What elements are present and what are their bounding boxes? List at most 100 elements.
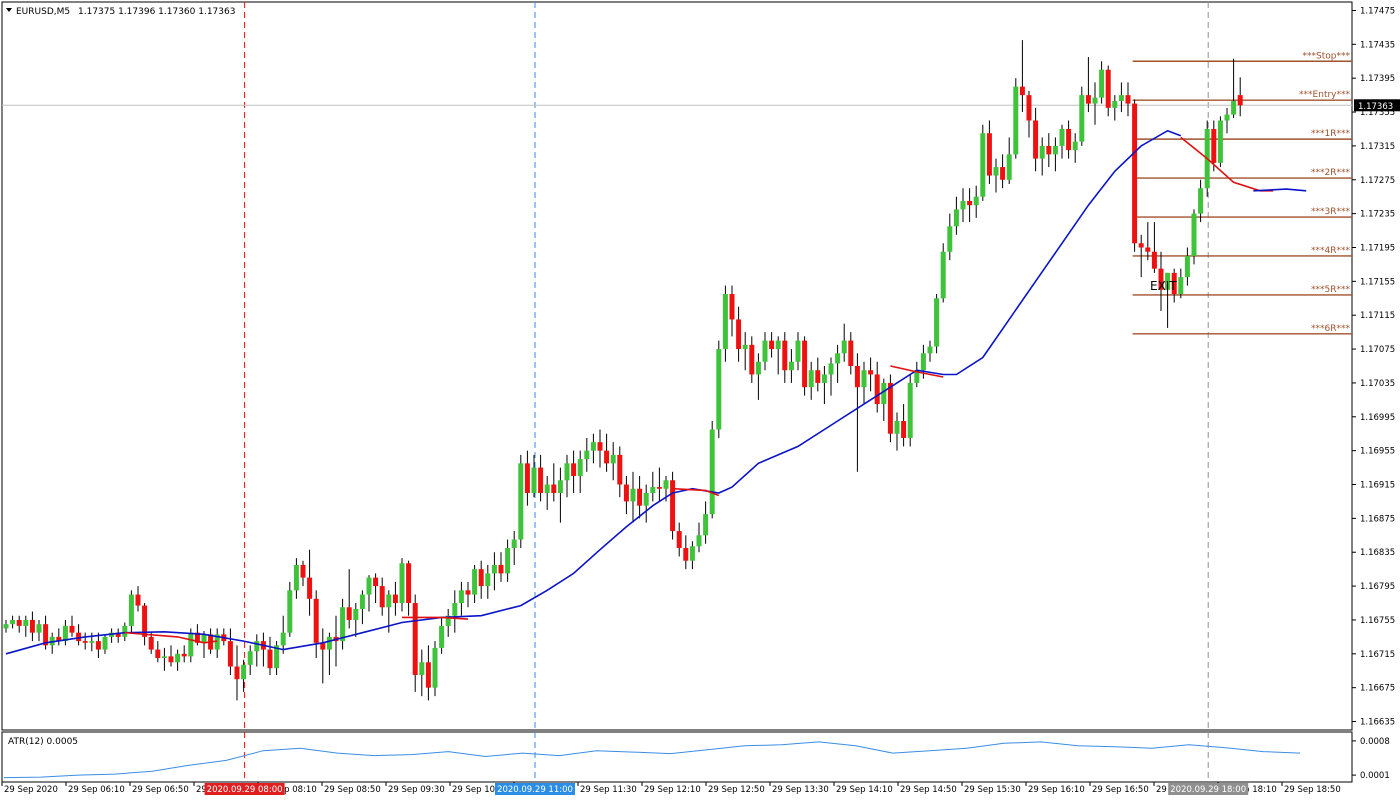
candle-body [465, 590, 471, 595]
candle-body [986, 133, 992, 176]
time-tick-label: 29 Sep 10:10 [452, 785, 509, 795]
candle-body [531, 467, 537, 493]
candle-body [670, 480, 676, 532]
candle-body [590, 442, 596, 451]
time-tick-label: 29 Sep 08:10 [260, 785, 317, 795]
candle-body [392, 594, 398, 604]
time-tick-label: 29 Sep 16:50 [1092, 785, 1149, 795]
ma-segment-red [890, 365, 944, 378]
candle-body [1105, 69, 1111, 108]
time-tick-label: 29 Sep 13:30 [772, 785, 829, 795]
price-tick-label: 1.17355 [1360, 108, 1395, 118]
candle-body [1000, 167, 1006, 180]
candle-body [947, 226, 953, 252]
candle-body [795, 340, 801, 362]
dropdown-triangle-icon[interactable] [6, 8, 12, 12]
candle-body [696, 535, 702, 547]
candle-body [419, 662, 425, 675]
price-tick-label: 1.17035 [1360, 379, 1395, 389]
candle-body [373, 577, 379, 587]
candle-body [1198, 188, 1204, 214]
price-tick-label: 1.17075 [1360, 345, 1395, 355]
candle-body [274, 645, 280, 669]
candle-body [709, 429, 715, 515]
candle-body [1178, 277, 1184, 295]
candle-body [458, 590, 464, 604]
candle-body [953, 209, 959, 227]
candle-body [485, 573, 491, 587]
candle-body [1052, 145, 1058, 155]
time-tick-label: 29 Sep 2020 [4, 785, 58, 795]
candle-body [1033, 120, 1039, 159]
time-tick-label: 29 Sep 14:10 [836, 785, 893, 795]
price-tick-label: 1.17435 [1360, 40, 1395, 50]
candle-body [861, 370, 867, 388]
price-tick-label: 1.16755 [1360, 616, 1395, 626]
trade-level-label: ***2R*** [1311, 168, 1350, 178]
candle-body [881, 382, 887, 405]
time-tick-label: 29 Sep 16:10 [1028, 785, 1085, 795]
candle-body [1072, 141, 1078, 151]
price-tick-label: 1.17315 [1360, 142, 1395, 152]
price-tick-label: 1.16875 [1360, 514, 1395, 524]
price-tick-label: 1.17275 [1360, 176, 1395, 186]
candle-body [1138, 243, 1144, 248]
price-tick-label: 1.17155 [1360, 277, 1395, 287]
price-tick-label: 1.16995 [1360, 413, 1395, 423]
candle-body [175, 653, 181, 663]
candle-body [307, 577, 313, 599]
candle-body [1039, 145, 1045, 159]
candle-body [551, 484, 557, 493]
candle-body [722, 294, 728, 350]
candle-body [762, 340, 768, 362]
atr-tick-label: 0.0001 [1360, 771, 1390, 781]
candle-body [656, 487, 662, 489]
trade-level-label: ***1R*** [1311, 129, 1350, 139]
candle-body [742, 344, 748, 350]
price-tick-label: 1.16915 [1360, 481, 1395, 491]
ma-segment-red [124, 631, 218, 644]
candle-body [1125, 95, 1131, 104]
time-marker-label: 2020.09.29 08:00 [207, 785, 283, 795]
candle-body [201, 634, 207, 643]
candle-body [1165, 272, 1171, 290]
candle-body [623, 484, 629, 502]
atr-indicator: 0.0008 0.0001 [3, 737, 1390, 781]
price-tick-label: 1.16955 [1360, 447, 1395, 457]
candle-body [907, 382, 913, 438]
candle-body [967, 200, 973, 206]
time-tick-label: 29 Sep 14:50 [900, 785, 957, 795]
candle-body [1026, 95, 1032, 121]
candle-body [1006, 154, 1012, 180]
time-tick-label: 29 Sep 18:50 [1284, 785, 1341, 795]
atr-plot-frame [1, 731, 1353, 783]
ma-fast-line [5, 129, 1182, 655]
candle-body [102, 636, 108, 650]
candle-body [914, 370, 920, 383]
candle-body [749, 344, 755, 375]
time-tick-label: 29 Sep 12:50 [708, 785, 765, 795]
candle-body [3, 624, 9, 629]
main-plot-frame [1, 1, 1353, 731]
candle-body [689, 546, 695, 561]
candle-body [835, 353, 841, 364]
candle-body [23, 619, 29, 626]
candle-body [511, 539, 517, 548]
price-tick-label: 1.16635 [1360, 718, 1395, 728]
candle-body [29, 619, 35, 633]
time-marker-tag [1168, 783, 1249, 795]
time-marker-tag [204, 783, 285, 795]
candle-body [241, 664, 247, 680]
price-tick-label: 1.17195 [1360, 243, 1395, 253]
candle-body [89, 641, 95, 643]
candle-body [960, 200, 966, 210]
candle-body [557, 480, 563, 493]
trade-level-label: ***6R*** [1311, 324, 1350, 334]
time-tick-label: 29 Sep 11:30 [580, 785, 637, 795]
candle-body [122, 625, 128, 637]
candle-body [571, 463, 577, 477]
candle-body [518, 463, 524, 540]
candle-body [340, 607, 346, 642]
